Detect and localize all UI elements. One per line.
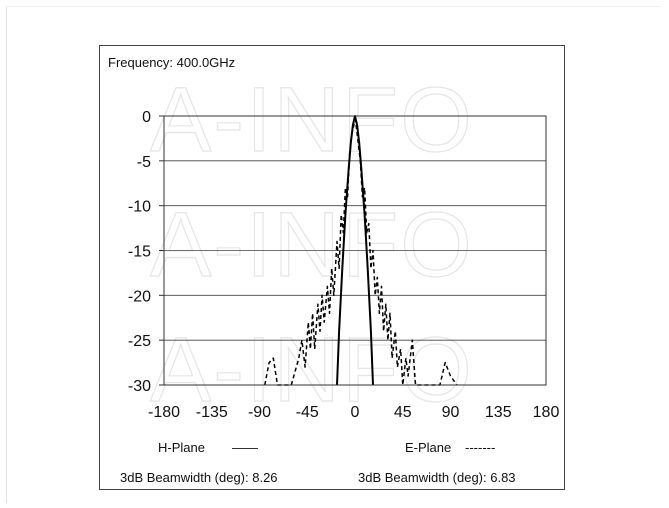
legend-sample-h-plane: —— <box>232 440 258 455</box>
legend: H-Plane —— 3dB Beamwidth (deg): 8.26 E-Plan… <box>120 440 516 485</box>
watermark-text-1: A-INFO <box>150 194 474 296</box>
legend-label-h-plane: H-Plane <box>158 440 205 455</box>
y-tick-label-0: 0 <box>142 109 151 126</box>
x-tick-label-3: -45 <box>296 404 319 421</box>
radiation-pattern-chart: A-INFO A-INFO A-INFO Frequency: 400.0GHz 0… <box>108 55 559 485</box>
grid-lines <box>164 160 546 341</box>
legend-sample-e-plane: ------- <box>465 440 495 455</box>
x-tick-label-8: 180 <box>533 404 560 421</box>
y-tick-label-5: -25 <box>128 333 151 350</box>
x-axis: -180 -135 -90 -45 0 45 90 135 180 <box>148 404 559 421</box>
chart-title: Frequency: 400.0GHz <box>108 55 235 70</box>
x-tick-label-1: -135 <box>196 404 228 421</box>
x-tick-label-4: 0 <box>351 404 360 421</box>
x-tick-label-0: -180 <box>148 404 180 421</box>
x-tick-label-6: 90 <box>442 404 460 421</box>
y-tick-label-4: -20 <box>128 288 151 305</box>
watermark-text-2: A-INFO <box>150 319 474 421</box>
beamwidth-caption-h-plane: 3dB Beamwidth (deg): 8.26 <box>120 470 278 485</box>
y-tick-label-3: -15 <box>128 244 151 261</box>
y-tick-label-6: -30 <box>128 378 151 395</box>
y-axis: 0 -5 -10 -15 -20 -25 -30 <box>128 109 164 395</box>
y-tick-label-1: -5 <box>137 154 151 171</box>
beamwidth-caption-e-plane: 3dB Beamwidth (deg): 6.83 <box>358 470 516 485</box>
x-tick-label-2: -90 <box>248 404 271 421</box>
x-tick-label-5: 45 <box>394 404 412 421</box>
legend-label-e-plane: E-Plane <box>405 440 451 455</box>
y-tick-label-2: -10 <box>128 199 151 216</box>
x-tick-label-7: 135 <box>485 404 512 421</box>
document-page <box>6 6 661 503</box>
antenna-pattern-chart-card: A-INFO A-INFO A-INFO Frequency: 400.0GHz 0… <box>99 45 565 490</box>
watermark-text-0: A-INFO <box>150 69 474 171</box>
plot-frame <box>163 115 547 386</box>
watermark-layer: A-INFO A-INFO A-INFO <box>149 68 474 421</box>
